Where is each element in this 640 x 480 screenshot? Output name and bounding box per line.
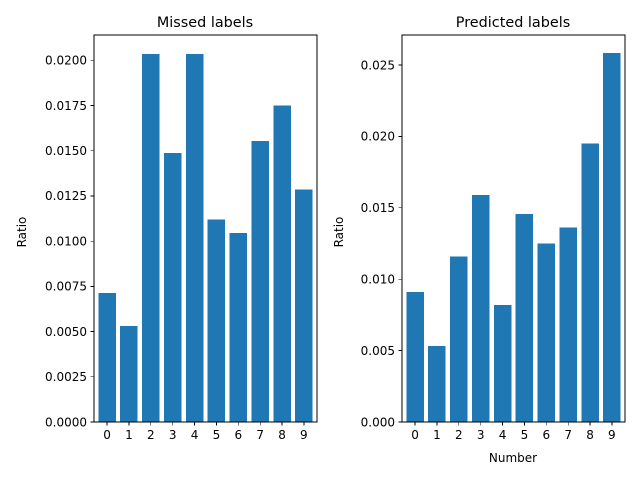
bar-1 [428, 346, 446, 422]
bar-0 [406, 291, 424, 422]
bar-3 [471, 195, 490, 422]
chart-title: Missed labels [157, 15, 253, 31]
y-tick-label: 0.000 [361, 415, 395, 429]
y-tick-label: 0.0125 [45, 189, 87, 203]
plot-frame [401, 34, 626, 423]
x-tick-label: 3 [477, 428, 485, 442]
y-tick-label: 0.0025 [45, 370, 87, 384]
x-tick-label: 5 [521, 428, 529, 442]
chart-title: Predicted labels [456, 15, 570, 31]
bar-8 [581, 143, 599, 422]
bar-4 [493, 305, 512, 422]
bar-7 [559, 227, 577, 422]
bar-1 [120, 326, 138, 422]
y-tick-label: 0.0200 [45, 54, 87, 68]
x-tick-label: 5 [213, 428, 221, 442]
y-axis-ticks: 0.000 0.005 0.010 0.015 0.020 0.025 [361, 58, 402, 429]
x-tick-label: 6 [542, 428, 550, 442]
bar-6 [229, 233, 248, 422]
bar-7 [251, 141, 269, 422]
bar-6 [537, 243, 556, 422]
bar-group [98, 53, 313, 423]
bar-3 [163, 152, 182, 422]
x-tick-label: 6 [234, 428, 242, 442]
y-tick-label: 0.0050 [45, 325, 87, 339]
y-axis-label: Ratio [15, 217, 29, 248]
x-tick-label: 9 [608, 428, 616, 442]
bar-5 [515, 214, 534, 422]
x-tick-label: 7 [564, 428, 572, 442]
x-tick-label: 0 [103, 428, 111, 442]
y-tick-label: 0.0150 [45, 144, 87, 158]
plot-frame [93, 34, 318, 423]
x-tick-label: 3 [169, 428, 177, 442]
y-tick-label: 0.0175 [45, 99, 87, 113]
x-tick-label: 7 [256, 428, 264, 442]
x-tick-label: 8 [586, 428, 594, 442]
y-axis-ticks: 0.0000 0.0025 0.0050 0.0075 0.0100 0.0125 0.01… [45, 54, 94, 429]
bar-4 [185, 53, 204, 423]
x-axis-label: Number [489, 451, 537, 465]
x-tick-label: 1 [125, 428, 133, 442]
x-tick-label: 4 [191, 428, 199, 442]
y-axis-label: Ratio [332, 217, 346, 248]
bar-2 [450, 256, 468, 422]
bar-9 [603, 53, 621, 422]
y-tick-label: 0.0100 [45, 234, 87, 248]
y-tick-label: 0.020 [361, 130, 395, 144]
y-tick-label: 0.0000 [45, 415, 87, 429]
bar-9 [295, 189, 313, 422]
bar-5 [207, 219, 226, 422]
bar-0 [98, 293, 116, 422]
y-tick-label: 0.015 [361, 201, 395, 215]
x-tick-label: 8 [278, 428, 286, 442]
x-tick-label: 9 [300, 428, 308, 442]
x-tick-label: 1 [433, 428, 441, 442]
x-tick-label: 4 [499, 428, 507, 442]
bar-group [406, 53, 621, 422]
x-tick-label: 2 [147, 428, 155, 442]
bar-2 [142, 53, 160, 423]
bar-8 [273, 105, 291, 423]
y-tick-label: 0.005 [361, 344, 395, 358]
y-tick-label: 0.0075 [45, 280, 87, 294]
y-tick-label: 0.025 [361, 58, 395, 72]
x-tick-label: 0 [411, 428, 419, 442]
y-tick-label: 0.010 [361, 272, 395, 286]
x-tick-label: 2 [455, 428, 463, 442]
